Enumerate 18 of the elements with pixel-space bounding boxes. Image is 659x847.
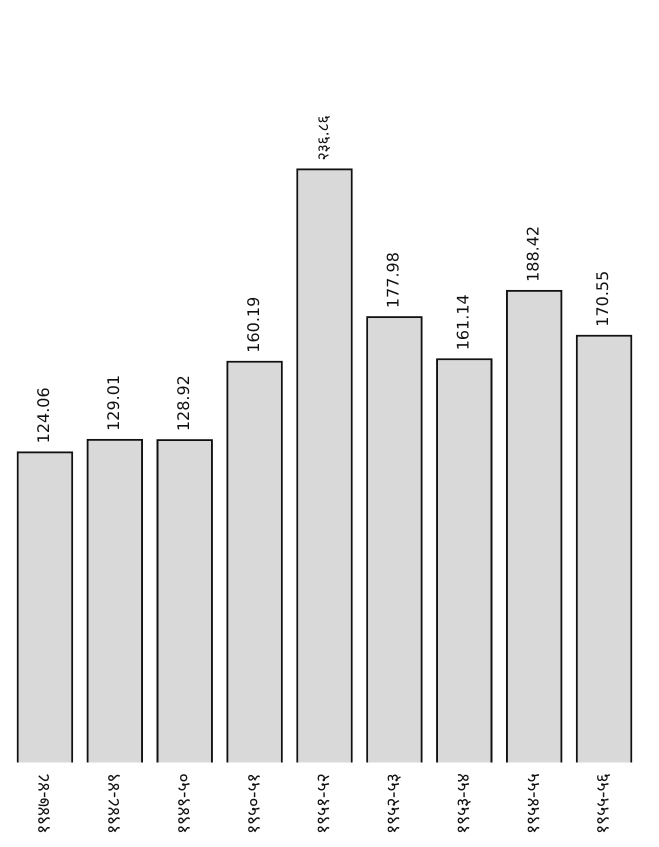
data-label: 128.92: [174, 375, 193, 432]
data-label: 160.19: [244, 296, 263, 353]
data-label: 161.14: [453, 294, 472, 350]
x-tick-label: १९५१-५२: [313, 774, 334, 834]
x-tick-label: १९४९-५०: [173, 774, 194, 834]
x-tick-label: १९५०-५१: [243, 774, 264, 834]
x-tick-label: १९५४-५५: [522, 774, 544, 834]
x-tick-label: १९५५-५६: [592, 774, 614, 834]
data-label: 188.42: [523, 226, 542, 282]
data-label: २३६.८६: [314, 115, 333, 160]
data-label: 124.06: [34, 387, 54, 444]
data-label: 177.98: [384, 252, 403, 308]
x-tick-label: १९४८-४९: [104, 774, 125, 834]
x-tick-label: १९५३-५४: [452, 774, 474, 834]
x-tick-label: १९४७-४८: [34, 774, 55, 834]
x-tick-label: १९५२-५३: [383, 774, 404, 834]
data-label: 129.01: [104, 374, 123, 431]
data-label: 170.55: [593, 270, 612, 327]
